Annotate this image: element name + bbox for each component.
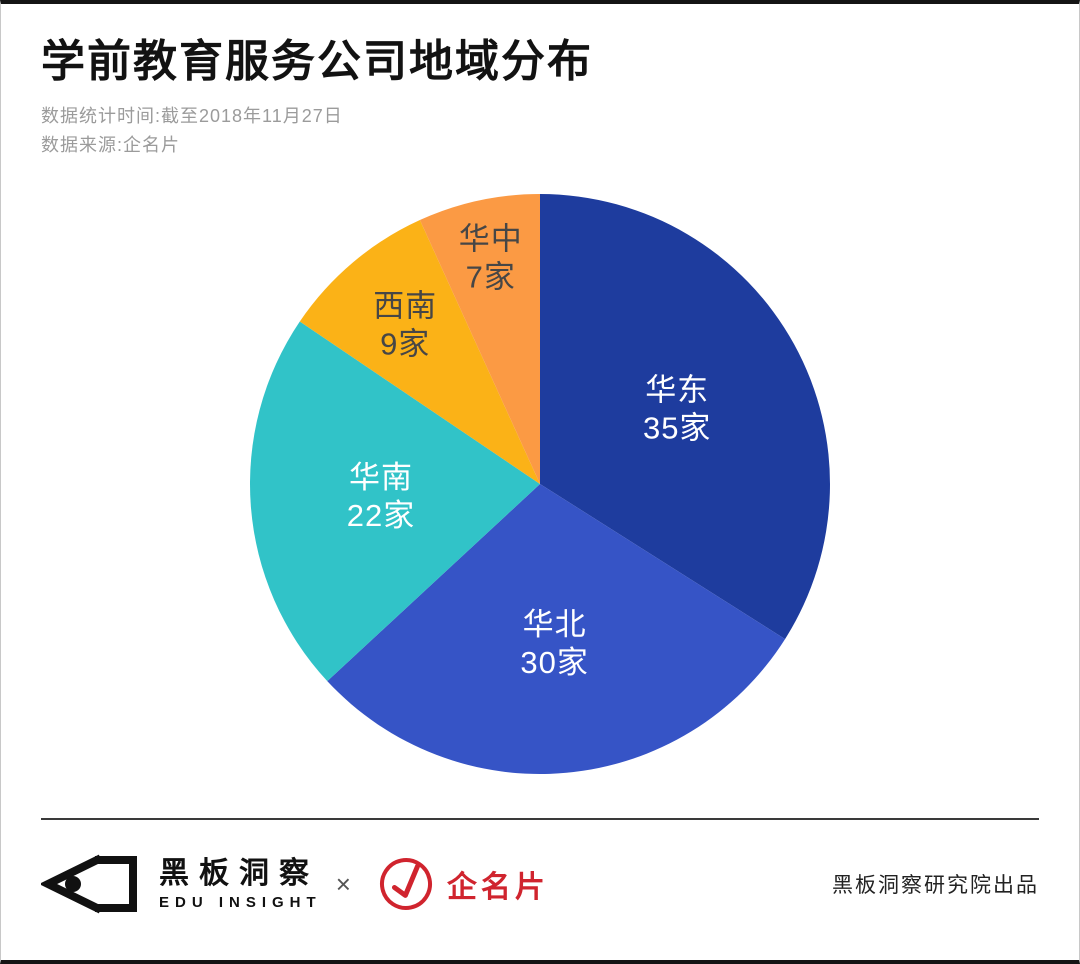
partner-name: 企名片 — [446, 871, 549, 905]
qimingpian-check-logo-icon — [377, 855, 435, 913]
pie-label-4: 华中 7家 — [459, 222, 523, 295]
pie-label-3: 西南 9家 — [373, 289, 437, 362]
pie-label-0: 华东 35家 — [643, 373, 711, 446]
footer-brands: 黑板洞察 EDU INSIGHT × 企名片 — [41, 853, 549, 915]
brand-subtitle: EDU INSIGHT — [159, 894, 322, 912]
pie-label-1: 华北 30家 — [520, 607, 588, 680]
partner-brand: 企名片 — [377, 855, 549, 913]
data-time-note: 数据统计时间:截至2018年11月27日 — [41, 106, 343, 127]
pie-slice-4 — [419, 194, 540, 485]
pie-slice-0 — [540, 194, 830, 640]
header: 学前教育服务公司地域分布 数据统计时间:截至2018年11月27日 数据来源:企… — [1, 4, 1079, 160]
footer: 黑板洞察 EDU INSIGHT × 企名片 黑板洞察研究院出品 — [1, 820, 1079, 948]
collab-cross-icon: × — [335, 868, 351, 899]
subtitle-block: 数据统计时间:截至2018年11月27日 数据来源:企名片 — [41, 102, 1039, 160]
pie-slice-2 — [249, 321, 540, 682]
pie-slice-1 — [327, 484, 786, 775]
pie-label-2: 华南 22家 — [347, 461, 415, 534]
footer-divider — [41, 818, 1039, 821]
page-title: 学前教育服务公司地域分布 — [41, 37, 593, 86]
brand-text-block: 黑板洞察 EDU INSIGHT — [159, 857, 322, 911]
brand-name: 黑板洞察 — [159, 857, 319, 891]
pie-slice-3 — [299, 220, 540, 485]
edu-insight-eye-logo-icon — [41, 853, 141, 915]
chart-area: 华东 35家华北 30家 华南 22家 西南 9家 华中 7家 — [240, 184, 840, 784]
data-source-note: 数据来源:企名片 — [41, 135, 181, 156]
credit-text: 黑板洞察研究院出品 — [832, 874, 1039, 898]
